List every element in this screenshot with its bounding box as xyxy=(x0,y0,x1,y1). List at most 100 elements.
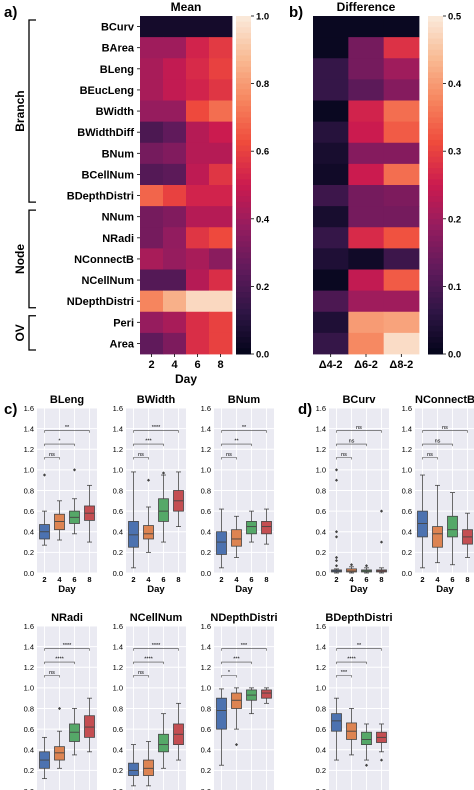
heatmap-cell xyxy=(209,332,233,355)
box-iqr xyxy=(331,713,342,732)
y-tick-label: 0.2 xyxy=(24,548,34,557)
y-tick-label: 0.2 xyxy=(113,766,123,775)
heatmap-cell xyxy=(140,227,164,249)
colorbar-segment xyxy=(236,117,251,124)
heatmap-cell xyxy=(140,311,164,334)
significance-bracket xyxy=(44,457,60,460)
colorbar-segment xyxy=(236,94,251,101)
colorbar-segment xyxy=(236,337,251,344)
significance-label: **** xyxy=(63,643,72,649)
y-tick-label: 1.0 xyxy=(201,684,211,693)
y-tick-label: 0.2 xyxy=(316,548,326,557)
colorbar-segment xyxy=(236,286,251,293)
colorbar-segment xyxy=(236,297,251,304)
outlier-point xyxy=(334,530,339,534)
heatmap-cell xyxy=(140,332,164,355)
heatmap-cell xyxy=(140,163,164,186)
y-tick-label: 0.4 xyxy=(113,528,123,537)
heatmap-cell xyxy=(186,227,210,249)
boxplot-ndepthdistri: NDepthDistri0.00.20.40.60.81.01.21.41.62… xyxy=(201,612,278,790)
boxplot-xlabel: Day xyxy=(350,584,368,595)
colorbar-segment xyxy=(236,77,251,85)
significance-label: *** xyxy=(241,643,248,649)
outlier-point xyxy=(379,758,384,762)
significance-label: ** xyxy=(242,425,247,431)
y-tick-label: 0.2 xyxy=(201,548,211,557)
row-label: BCurv xyxy=(101,22,135,34)
heatmap-cell xyxy=(313,311,349,334)
heatmap-cell xyxy=(313,37,349,59)
heatmap-cell xyxy=(163,37,187,59)
box-day-8 xyxy=(376,509,387,574)
y-tick-label: 0.4 xyxy=(316,746,326,755)
colorbar-segment xyxy=(428,331,443,338)
heatmap-cell xyxy=(383,227,420,249)
box-iqr xyxy=(216,531,227,555)
colorbar-segment xyxy=(428,21,443,28)
colorbar-segment xyxy=(428,348,443,355)
y-tick-label: 0.6 xyxy=(201,725,211,734)
x-tick-label: Δ8-2 xyxy=(389,359,413,371)
box-iqr xyxy=(231,692,242,709)
colorbar-segment xyxy=(236,27,251,34)
heatmap-cell xyxy=(163,16,187,38)
colorbar-segment xyxy=(428,190,443,197)
significance-label: ** xyxy=(65,425,70,431)
row-label: BArea xyxy=(102,43,135,55)
boxplot-title: BDepthDistri xyxy=(325,612,392,624)
heatmap-cell xyxy=(383,248,420,270)
heatmap-cell xyxy=(163,332,187,355)
heatmap-cell xyxy=(140,185,164,207)
significance-bracket xyxy=(133,430,179,433)
box-iqr xyxy=(261,521,272,535)
x-tick-label: 8 xyxy=(217,359,223,371)
heatmap-cell xyxy=(313,16,349,38)
significance-label: ns xyxy=(226,452,232,458)
heatmap-cell xyxy=(383,100,420,123)
colorbar-segment xyxy=(428,286,443,293)
group-bracket-node: Node xyxy=(13,209,36,309)
outlier-point xyxy=(379,540,384,544)
colorbar-segment xyxy=(428,128,443,135)
bracket-line xyxy=(28,209,36,309)
y-tick-label: 0.0 xyxy=(402,569,412,578)
colorbar-segment xyxy=(428,280,443,287)
box-day-2 xyxy=(128,471,139,569)
colorbar-segment xyxy=(236,179,251,186)
heatmap-cell xyxy=(348,269,385,292)
colorbar-segment xyxy=(236,348,251,355)
y-tick-label: 0.4 xyxy=(24,528,34,537)
heatmap-cell xyxy=(348,332,385,355)
colorbar-tick-label: 0.0 xyxy=(448,350,461,361)
colorbar-segment xyxy=(428,275,443,282)
colorbar-segment xyxy=(236,246,251,254)
significance-label: ns xyxy=(427,452,433,458)
colorbar-segment xyxy=(428,32,443,40)
significance-bracket xyxy=(133,675,149,678)
y-tick-label: 1.0 xyxy=(316,684,326,693)
colorbar-segment xyxy=(428,123,443,130)
y-tick-label: 0.2 xyxy=(201,766,211,775)
box-iqr xyxy=(432,526,443,548)
box-day-2 xyxy=(216,508,227,569)
heatmap-cell xyxy=(186,58,210,80)
group-bracket-branch: Branch xyxy=(13,19,36,203)
significance-bracket xyxy=(422,443,453,447)
heatmap-cell xyxy=(383,121,420,144)
box-iqr xyxy=(158,498,169,522)
colorbar-segment xyxy=(236,308,251,316)
colorbar-segment xyxy=(428,235,443,242)
y-tick-label: 1.6 xyxy=(316,622,326,631)
y-tick-label: 0.6 xyxy=(24,725,34,734)
significance-bracket xyxy=(133,443,164,447)
heatmap-cell xyxy=(348,163,385,186)
y-tick-label: 1.4 xyxy=(201,424,211,433)
y-tick-label: 0.8 xyxy=(201,704,211,713)
boxplot-ncellnum: NCellNum0.00.20.40.60.81.01.21.41.62468D… xyxy=(113,612,186,790)
colorbar-segment xyxy=(236,106,251,113)
colorbar-segment xyxy=(236,38,251,45)
heatmap-cell xyxy=(383,79,420,101)
significance-bracket xyxy=(422,457,438,460)
heatmap-cell xyxy=(186,290,210,313)
heatmap-cell xyxy=(209,142,233,165)
